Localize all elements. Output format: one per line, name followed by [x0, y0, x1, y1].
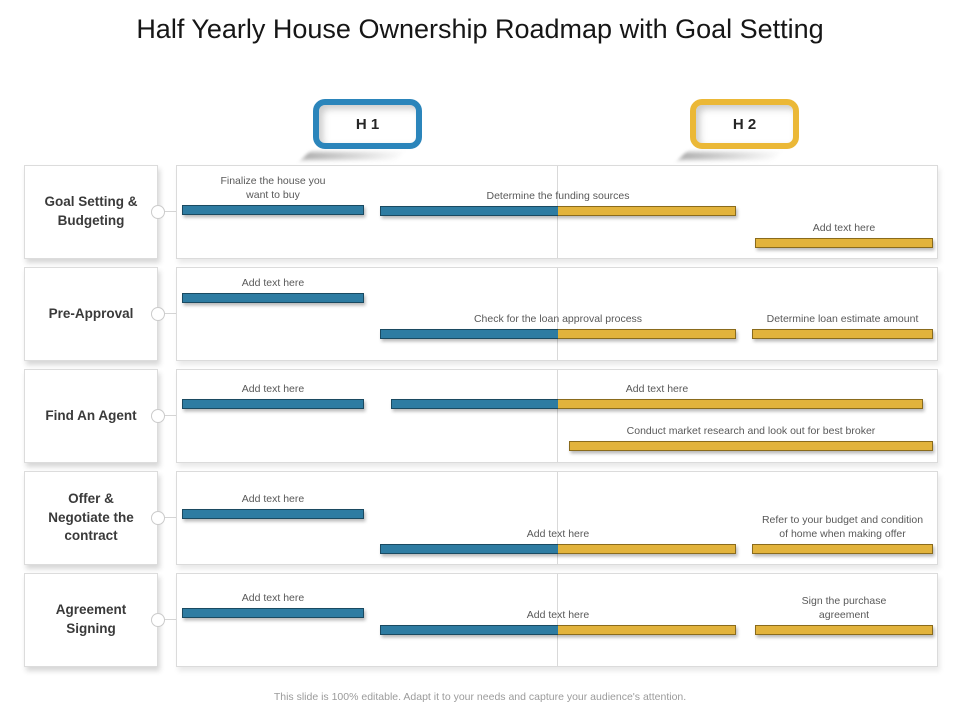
bar-segment-yellow — [569, 441, 933, 451]
timeline-bar — [182, 608, 364, 618]
connector-line — [157, 619, 177, 620]
half-year-divider — [557, 370, 558, 462]
timeline-bar — [182, 399, 364, 409]
period-badge-h2: H 2 — [690, 99, 799, 149]
bar-segment-blue — [380, 206, 558, 216]
row-label: Agreement Signing — [55, 602, 127, 636]
bar-label: Add text here — [241, 493, 305, 505]
connector-line — [157, 313, 177, 314]
row-band: Finalize the house you want to buy Determ… — [176, 165, 938, 259]
bar-label: Conduct market research and look out for… — [626, 425, 876, 437]
timeline-bar — [569, 441, 933, 451]
half-year-divider — [557, 268, 558, 360]
bar-label: Sign the purchase agreement — [801, 595, 887, 621]
row-label-box: Find An Agent — [24, 369, 158, 463]
bar-label: Check for the loan approval process — [473, 313, 643, 325]
bar-label: Finalize the house you want to buy — [220, 175, 326, 201]
bar-segment-blue — [391, 399, 559, 409]
timeline-bar — [380, 329, 736, 339]
timeline-bar — [755, 625, 933, 635]
connector-dot — [151, 307, 165, 321]
bar-segment-blue — [182, 608, 364, 618]
bar-label: Add text here — [241, 277, 305, 289]
bar-segment-blue — [380, 329, 558, 339]
row-band: Add text here Add text here Sign the purch… — [176, 573, 938, 667]
period-badge-h1: H 1 — [313, 99, 422, 149]
bar-segment-blue — [380, 544, 558, 554]
connector-line — [157, 517, 177, 518]
row-band: Add text here Check for the loan approval… — [176, 267, 938, 361]
half-year-divider — [557, 574, 558, 666]
timeline-bar — [391, 399, 923, 409]
connector-line — [157, 415, 177, 416]
bar-segment-yellow — [755, 625, 933, 635]
timeline-bar — [380, 625, 736, 635]
row-label-box: Pre-Approval — [24, 267, 158, 361]
timeline-bar — [182, 293, 364, 303]
bar-segment-blue — [182, 399, 364, 409]
row-label: Pre-Approval — [48, 305, 134, 321]
bar-label: Refer to your budget and condition of ho… — [761, 514, 924, 540]
bar-label: Add text here — [812, 222, 876, 234]
row-label-box: Offer & Negotiate the contract — [24, 471, 158, 565]
period-badge-h1-label: H 1 — [355, 115, 380, 133]
timeline-bar — [380, 544, 736, 554]
row-label: Find An Agent — [45, 407, 137, 423]
bar-segment-blue — [182, 509, 364, 519]
bar-label: Add text here — [526, 609, 590, 621]
footer-note: This slide is 100% editable. Adapt it to… — [273, 691, 687, 703]
bar-segment-yellow — [558, 544, 736, 554]
bar-label: Determine the funding sources — [486, 190, 630, 202]
bar-segment-yellow — [558, 329, 736, 339]
bar-label: Add text here — [526, 528, 590, 540]
timeline-bar — [380, 206, 736, 216]
half-year-divider — [557, 472, 558, 564]
bar-label: Add text here — [241, 592, 305, 604]
row-label: Offer & Negotiate the contract — [48, 490, 134, 544]
row-label-box: Agreement Signing — [24, 573, 158, 667]
timeline-bar — [755, 238, 933, 248]
bar-segment-yellow — [558, 206, 736, 216]
row-label: Goal Setting & Budgeting — [44, 194, 138, 228]
period-badge-h2-label: H 2 — [732, 115, 757, 133]
bar-segment-yellow — [752, 544, 933, 554]
row-band: Add text here Add text here Refer to your … — [176, 471, 938, 565]
bar-label: Add text here — [241, 383, 305, 395]
bar-segment-blue — [380, 625, 558, 635]
bar-segment-yellow — [755, 238, 933, 248]
bar-segment-blue — [182, 205, 364, 215]
bar-segment-blue — [182, 293, 364, 303]
connector-line — [157, 211, 177, 212]
connector-dot — [151, 511, 165, 525]
timeline-bar — [182, 205, 364, 215]
timeline-bar — [182, 509, 364, 519]
row-band: Add text here Add text here Conduct market… — [176, 369, 938, 463]
connector-dot — [151, 613, 165, 627]
timeline-bar — [752, 329, 933, 339]
bar-segment-yellow — [558, 625, 736, 635]
connector-dot — [151, 409, 165, 423]
connector-dot — [151, 205, 165, 219]
bar-label: Determine loan estimate amount — [766, 313, 919, 325]
slide-title: Half Yearly House Ownership Roadmap with… — [136, 14, 824, 44]
bar-label: Add text here — [625, 383, 689, 395]
bar-segment-yellow — [752, 329, 933, 339]
bar-segment-yellow — [558, 399, 923, 409]
timeline-bar — [752, 544, 933, 554]
row-label-box: Goal Setting & Budgeting — [24, 165, 158, 259]
